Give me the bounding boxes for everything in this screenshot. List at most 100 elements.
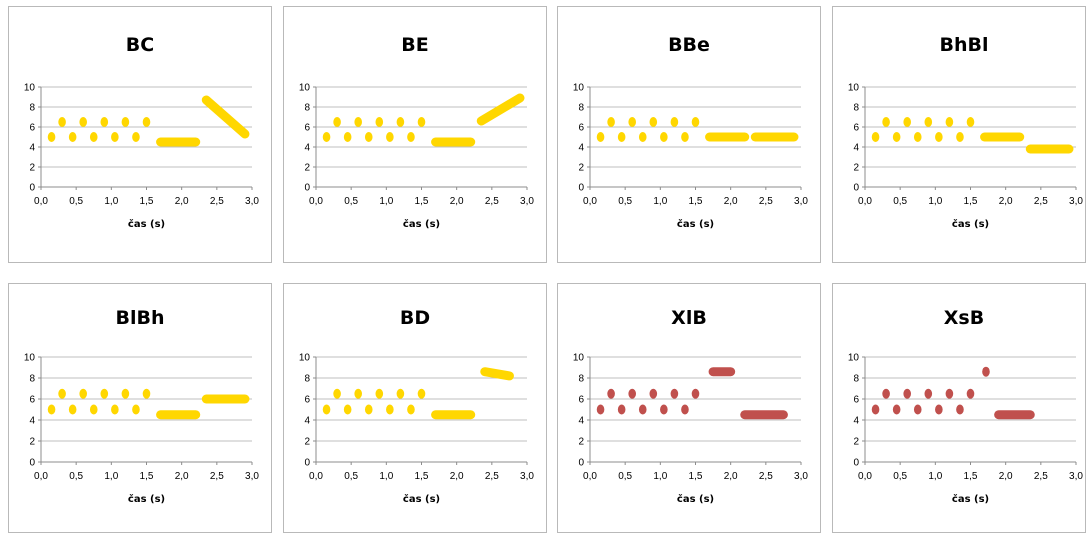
- data-point: [407, 404, 415, 415]
- x-tick-label: 2,5: [759, 471, 773, 482]
- data-point: [333, 388, 341, 399]
- chart-title: BD: [400, 307, 430, 329]
- y-tick-label: 2: [304, 163, 310, 174]
- data-point: [913, 132, 922, 142]
- chart-svg-be: BE 0 2 4 6 8 10 0,0 0,5 1,0 1,5 2,0 2,5 3,0 čas (s): [299, 34, 535, 230]
- y-tick-label: 4: [578, 143, 584, 154]
- data-point: [681, 132, 689, 142]
- data-segment: [201, 95, 250, 139]
- data-point: [375, 117, 384, 127]
- x-tick-label: 2,0: [450, 196, 464, 207]
- chart-svg-xlb: XlB 0 2 4 6 8 10 0,0 0,5 1,0 1,5 2,0 2,5 3,0 čas (s): [573, 307, 809, 505]
- x-tick-label: 2,0: [724, 196, 738, 207]
- x-tick-label: 1,5: [140, 471, 154, 482]
- y-tick-label: 10: [24, 353, 36, 364]
- chart-svg-bhbl: BhBl 0 2 4 6 8 10 0,0 0,5 1,0 1,5 2,0 2,5 3,0 čas (s): [848, 34, 1084, 230]
- y-tick-label: 8: [29, 374, 35, 385]
- data-point: [417, 117, 426, 127]
- data-point: [396, 388, 405, 399]
- chart-title: XsB: [944, 307, 984, 329]
- data-point: [670, 117, 679, 127]
- x-tick-label: 1,0: [653, 471, 667, 482]
- data-point: [913, 404, 922, 415]
- x-tick-label: 3,0: [245, 196, 259, 207]
- y-tick-label: 10: [573, 353, 585, 364]
- data-point: [924, 388, 933, 399]
- x-tick-label: 1,5: [689, 196, 703, 207]
- x-tick-label: 0,0: [583, 196, 597, 207]
- data-point: [649, 117, 658, 127]
- y-tick-label: 10: [848, 83, 860, 94]
- data-point: [100, 117, 109, 127]
- chart-title: BhBl: [939, 34, 988, 56]
- x-tick-label: 2,5: [210, 471, 224, 482]
- data-point: [121, 117, 130, 127]
- y-tick-label: 8: [304, 103, 310, 114]
- chart-panel-xsb: XsB 0 2 4 6 8 10 0,0 0,5 1,0 1,5 2,0 2,5 3,0 čas (s): [832, 283, 1086, 533]
- y-tick-label: 0: [29, 458, 35, 469]
- chart-panel-bhbl: BhBl 0 2 4 6 8 10 0,0 0,5 1,0 1,5 2,0 2,5 3,0 čas (s): [832, 6, 1086, 263]
- data-point: [354, 117, 362, 127]
- data-point: [649, 388, 658, 399]
- data-point: [343, 132, 352, 142]
- x-tick-label: 3,0: [520, 196, 534, 207]
- chart-title: BlBh: [115, 307, 164, 329]
- data-point: [47, 132, 56, 142]
- data-point: [396, 117, 405, 127]
- data-point: [100, 388, 109, 399]
- data-point: [68, 132, 77, 142]
- chart-panel-bbe: BBe 0 2 4 6 8 10 0,0 0,5 1,0 1,5 2,0 2,5 3,0 čas (s): [557, 6, 821, 263]
- x-tick-label: 1,5: [689, 471, 703, 482]
- x-tick-label: 2,0: [175, 196, 189, 207]
- y-tick-label: 6: [853, 395, 859, 406]
- data-point: [660, 404, 668, 415]
- x-tick-label: 0,5: [69, 471, 83, 482]
- y-tick-label: 10: [573, 83, 585, 94]
- x-tick-label: 1,5: [964, 196, 978, 207]
- data-point: [386, 404, 394, 415]
- data-point: [956, 132, 964, 142]
- x-tick-label: 2,5: [759, 196, 773, 207]
- y-tick-label: 10: [299, 83, 311, 94]
- data-point: [638, 132, 647, 142]
- y-tick-label: 2: [578, 437, 584, 448]
- data-segment: [480, 367, 514, 381]
- x-tick-label: 0,0: [34, 196, 48, 207]
- data-point: [945, 388, 954, 399]
- x-tick-label: 0,5: [618, 471, 632, 482]
- x-tick-label: 0,0: [583, 471, 597, 482]
- x-tick-label: 1,0: [379, 196, 393, 207]
- data-point: [670, 388, 679, 399]
- x-tick-label: 2,5: [485, 471, 499, 482]
- y-tick-label: 10: [848, 353, 860, 364]
- data-point: [386, 132, 394, 142]
- data-point: [956, 404, 964, 415]
- y-tick-label: 0: [853, 458, 859, 469]
- y-tick-label: 6: [304, 395, 310, 406]
- data-point: [882, 388, 890, 399]
- x-tick-label: 0,0: [858, 471, 872, 482]
- y-tick-label: 6: [853, 123, 859, 134]
- data-point: [617, 132, 626, 142]
- data-point: [617, 404, 626, 415]
- x-axis-title: čas (s): [952, 218, 989, 230]
- y-tick-label: 8: [29, 103, 35, 114]
- x-tick-label: 2,5: [1034, 196, 1048, 207]
- y-tick-label: 4: [29, 143, 35, 154]
- x-axis-title: čas (s): [677, 218, 714, 230]
- chart-panel-xlb: XlB 0 2 4 6 8 10 0,0 0,5 1,0 1,5 2,0 2,5 3,0 čas (s): [557, 283, 821, 533]
- data-point: [89, 404, 98, 415]
- chart-svg-bc: BC 0 2 4 6 8 10 0,0 0,5 1,0 1,5 2,0 2,5 3,0 čas (s): [24, 34, 260, 230]
- y-tick-label: 4: [304, 416, 310, 427]
- data-point: [924, 117, 933, 127]
- x-tick-label: 3,0: [794, 196, 808, 207]
- y-tick-label: 6: [578, 395, 584, 406]
- x-axis-title: čas (s): [128, 493, 165, 505]
- data-point: [691, 388, 700, 399]
- y-tick-label: 2: [29, 163, 35, 174]
- x-tick-label: 1,0: [379, 471, 393, 482]
- x-tick-label: 0,0: [309, 196, 323, 207]
- x-tick-label: 1,5: [415, 471, 429, 482]
- data-point: [596, 132, 605, 142]
- data-point: [364, 404, 373, 415]
